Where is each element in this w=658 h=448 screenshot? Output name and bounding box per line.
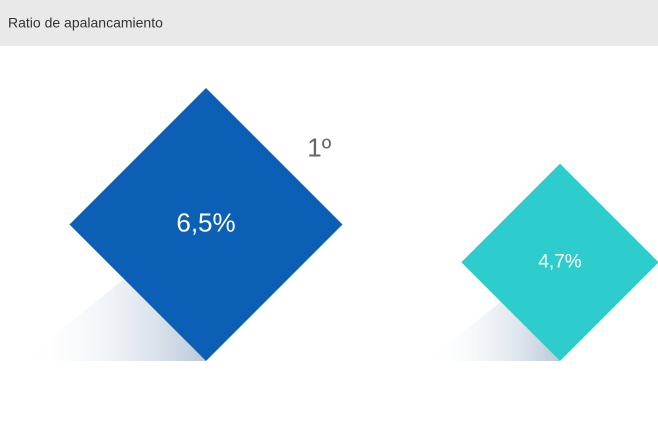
value-label: 6,5%: [176, 207, 235, 237]
shadow: [426, 301, 560, 361]
diamond: [461, 163, 658, 361]
diamond: [69, 88, 343, 361]
value-label: 4,7%: [538, 251, 581, 272]
chart-title: Ratio de apalancamiento: [8, 15, 163, 31]
rank-label: 1º: [307, 132, 331, 162]
header-bar: [0, 0, 658, 46]
shadow: [21, 279, 206, 361]
